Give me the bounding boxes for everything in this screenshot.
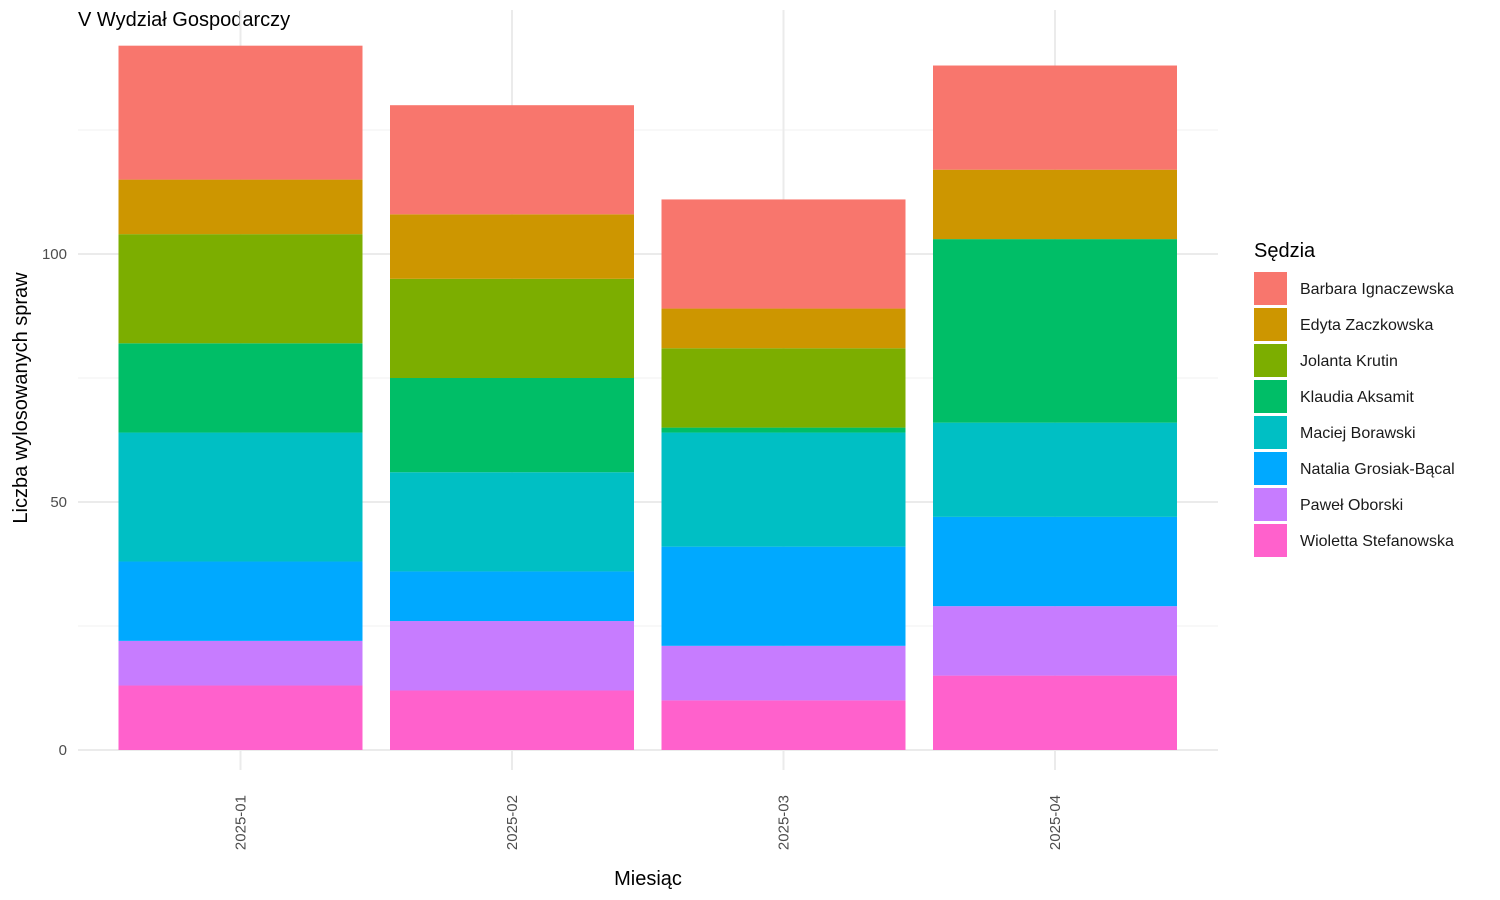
legend-label: Natalia Grosiak-Bącal	[1300, 461, 1455, 478]
legend-key	[1254, 308, 1287, 341]
bar-segment	[661, 199, 906, 309]
bar-segment	[933, 239, 1177, 423]
bar-segment	[390, 378, 634, 473]
bar-segment	[118, 179, 363, 235]
bar-segment	[933, 169, 1177, 240]
legend-key	[1254, 488, 1287, 521]
x-tick-label: 2025-03	[776, 795, 793, 850]
bar-segment	[661, 546, 906, 646]
bar-segment	[390, 214, 634, 279]
bar-segment	[661, 308, 906, 349]
bar-segment	[118, 343, 363, 433]
bar-segment	[933, 65, 1177, 170]
bar-segment	[661, 432, 906, 547]
legend: Sędzia Barbara Ignaczewska Edyta Zaczkows…	[1254, 240, 1455, 557]
legend-label: Edyta Zaczkowska	[1300, 317, 1433, 334]
legend-title: Sędzia	[1254, 240, 1316, 262]
y-axis-ticks: 0 50 100	[42, 246, 67, 759]
bar-segment	[118, 685, 363, 750]
y-tick-label: 50	[50, 494, 67, 511]
bar-segment	[390, 621, 634, 691]
legend-label: Paweł Oborski	[1300, 497, 1403, 514]
bar-segment	[661, 348, 906, 428]
chart-title: V Wydział Gospodarczy	[78, 9, 290, 31]
legend-key	[1254, 272, 1287, 305]
bar-segment	[390, 690, 634, 750]
x-tick-label: 2025-02	[504, 795, 521, 850]
y-axis-title: Liczba wylosowanych spraw	[10, 272, 32, 524]
bar-segment	[933, 606, 1177, 676]
bars	[118, 45, 1177, 750]
bar-segment	[933, 422, 1177, 517]
legend-label: Klaudia Aksamit	[1300, 389, 1414, 406]
legend-key	[1254, 380, 1287, 413]
bar-segment	[118, 45, 363, 180]
bar-segment	[661, 645, 906, 701]
x-axis-title: Miesiąc	[614, 868, 682, 890]
bar-segment	[390, 278, 634, 378]
bar-segment	[661, 427, 906, 433]
legend-key	[1254, 344, 1287, 377]
legend-label: Wioletta Stefanowska	[1300, 533, 1454, 550]
bar-segment	[390, 571, 634, 622]
legend-key	[1254, 524, 1287, 557]
x-tick-label: 2025-04	[1047, 795, 1064, 850]
y-tick-label: 0	[59, 742, 67, 759]
y-tick-label: 100	[42, 246, 67, 263]
x-tick-label: 2025-01	[233, 795, 250, 850]
legend-label: Jolanta Krutin	[1300, 353, 1398, 370]
bar-segment	[661, 700, 906, 750]
bar-segment	[933, 675, 1177, 750]
bar-segment	[118, 432, 363, 562]
bar-segment	[118, 234, 363, 344]
legend-key	[1254, 452, 1287, 485]
bar-segment	[118, 561, 363, 641]
x-axis-ticks: 2025-01 2025-02 2025-03 2025-04	[233, 795, 1065, 850]
bar-segment	[390, 105, 634, 215]
legend-label: Barbara Ignaczewska	[1300, 281, 1454, 298]
legend-label: Maciej Borawski	[1300, 425, 1416, 442]
bar-segment	[118, 640, 363, 686]
bar-segment	[933, 516, 1177, 607]
bar-segment	[390, 472, 634, 572]
legend-key	[1254, 416, 1287, 449]
